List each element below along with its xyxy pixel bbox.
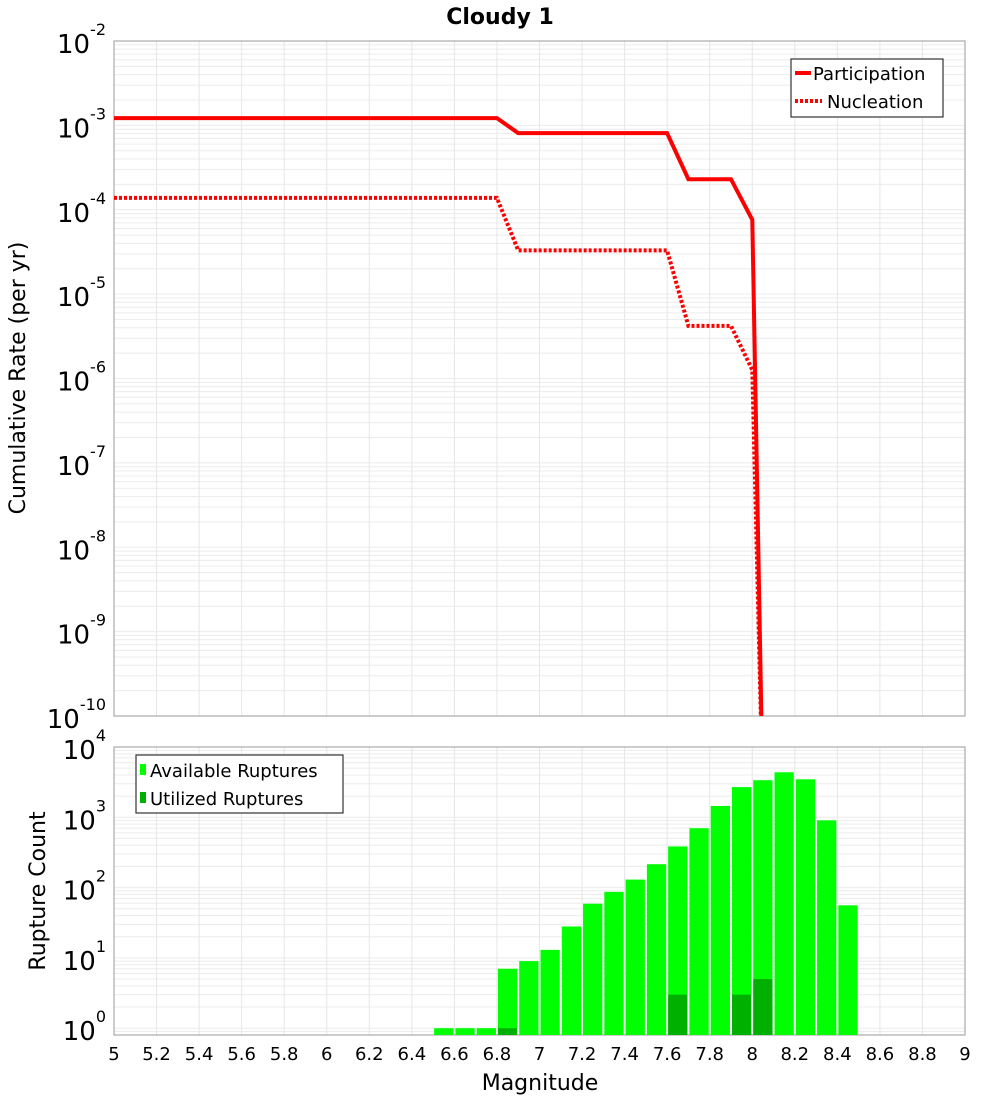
available-bar <box>710 805 730 1035</box>
x-tick-label: 8.2 <box>780 1044 809 1065</box>
x-tick-label: 8 <box>747 1044 758 1065</box>
available-bar <box>455 1028 475 1035</box>
y-tick-label: 104 <box>63 726 106 766</box>
utilized-bar <box>753 979 773 1035</box>
available-bar <box>795 779 816 1035</box>
x-tick-label: 6 <box>321 1044 332 1065</box>
rate-plot: 10-2 10-3 10-4 10-5 10-6 10-7 10-8 10-9 10-10 <box>47 20 966 735</box>
y-tick-label: 10-7 <box>57 442 106 482</box>
utilized-bar <box>668 994 688 1035</box>
x-tick-label: 8.6 <box>866 1044 895 1065</box>
participation-line <box>114 116 764 716</box>
x-tick-label: 9 <box>959 1044 970 1065</box>
y-tick-label: 103 <box>63 796 106 836</box>
available-bar <box>561 926 582 1035</box>
legend-available-swatch <box>140 764 146 775</box>
y-tick-label: 10-3 <box>57 104 106 144</box>
nucleation-line <box>114 195 763 716</box>
x-tick-label: 6.8 <box>483 1044 512 1065</box>
legend-nucleation-label: Nucleation <box>827 92 923 113</box>
x-tick-label: 5 <box>108 1044 119 1065</box>
x-tick-label: 5.8 <box>270 1044 299 1065</box>
x-tick-label: 8.8 <box>908 1044 937 1065</box>
y-tick-label: 10-5 <box>57 273 106 313</box>
available-bar <box>774 772 794 1035</box>
y-tick-label: 102 <box>63 867 106 907</box>
x-tick-label: 6.4 <box>398 1044 427 1065</box>
available-bar <box>497 968 518 1035</box>
available-bar <box>838 905 858 1035</box>
y-tick-label: 10-6 <box>57 358 106 398</box>
y-tick-label: 10-10 <box>47 695 106 735</box>
x-tick-label: 5.4 <box>185 1044 214 1065</box>
legend-utilized-label: Utilized Ruptures <box>150 789 303 810</box>
legend-utilized-swatch <box>140 792 146 803</box>
bottom-y-axis-label: Rupture Count <box>26 811 51 971</box>
available-bar <box>753 780 773 1035</box>
x-tick-label: 8.4 <box>823 1044 852 1065</box>
y-tick-label: 10-4 <box>57 189 106 229</box>
available-bar <box>625 879 645 1035</box>
rupture-legend: Available Ruptures Utilized Ruptures <box>135 754 344 814</box>
top-y-axis-label: Cumulative Rate (per yr) <box>6 242 31 515</box>
chart-title: Cloudy 1 <box>446 5 554 30</box>
available-bar <box>476 1028 496 1035</box>
y-tick-label: 10-9 <box>57 611 106 651</box>
x-tick-label: 7.6 <box>653 1044 682 1065</box>
available-bar <box>519 961 539 1035</box>
available-bar <box>540 949 560 1035</box>
available-bar <box>604 891 624 1035</box>
x-tick-label: 6.2 <box>355 1044 384 1065</box>
available-bar <box>434 1028 454 1035</box>
x-tick-label: 7 <box>534 1044 545 1065</box>
x-tick-label: 7.8 <box>695 1044 724 1065</box>
plot-frame <box>113 40 966 717</box>
available-bar <box>689 828 709 1035</box>
available-bar <box>817 820 837 1035</box>
utilized-bar <box>497 1028 518 1035</box>
available-bar <box>646 864 667 1035</box>
available-bar <box>668 846 688 1035</box>
y-tick-label: 10-2 <box>57 20 106 60</box>
y-tick-label: 10-8 <box>57 526 106 566</box>
plot-frame <box>113 746 966 1036</box>
x-tick-label: 6.6 <box>440 1044 469 1065</box>
available-bar <box>583 903 603 1035</box>
available-bar <box>731 787 752 1035</box>
y-tick-label: 100 <box>63 1007 106 1047</box>
utilized-bar <box>731 994 752 1035</box>
x-tick-label: 7.2 <box>568 1044 597 1065</box>
y-tick-label: 101 <box>63 937 106 977</box>
x-tick-label: 5.6 <box>227 1044 256 1065</box>
legend-participation-label: Participation <box>813 64 925 85</box>
x-axis-label: Magnitude <box>482 1071 599 1096</box>
x-tick-label: 7.4 <box>610 1044 639 1065</box>
rate-legend: Participation Nucleation <box>790 58 944 118</box>
x-tick-label: 5.2 <box>142 1044 171 1065</box>
legend-available-label: Available Ruptures <box>150 761 318 782</box>
